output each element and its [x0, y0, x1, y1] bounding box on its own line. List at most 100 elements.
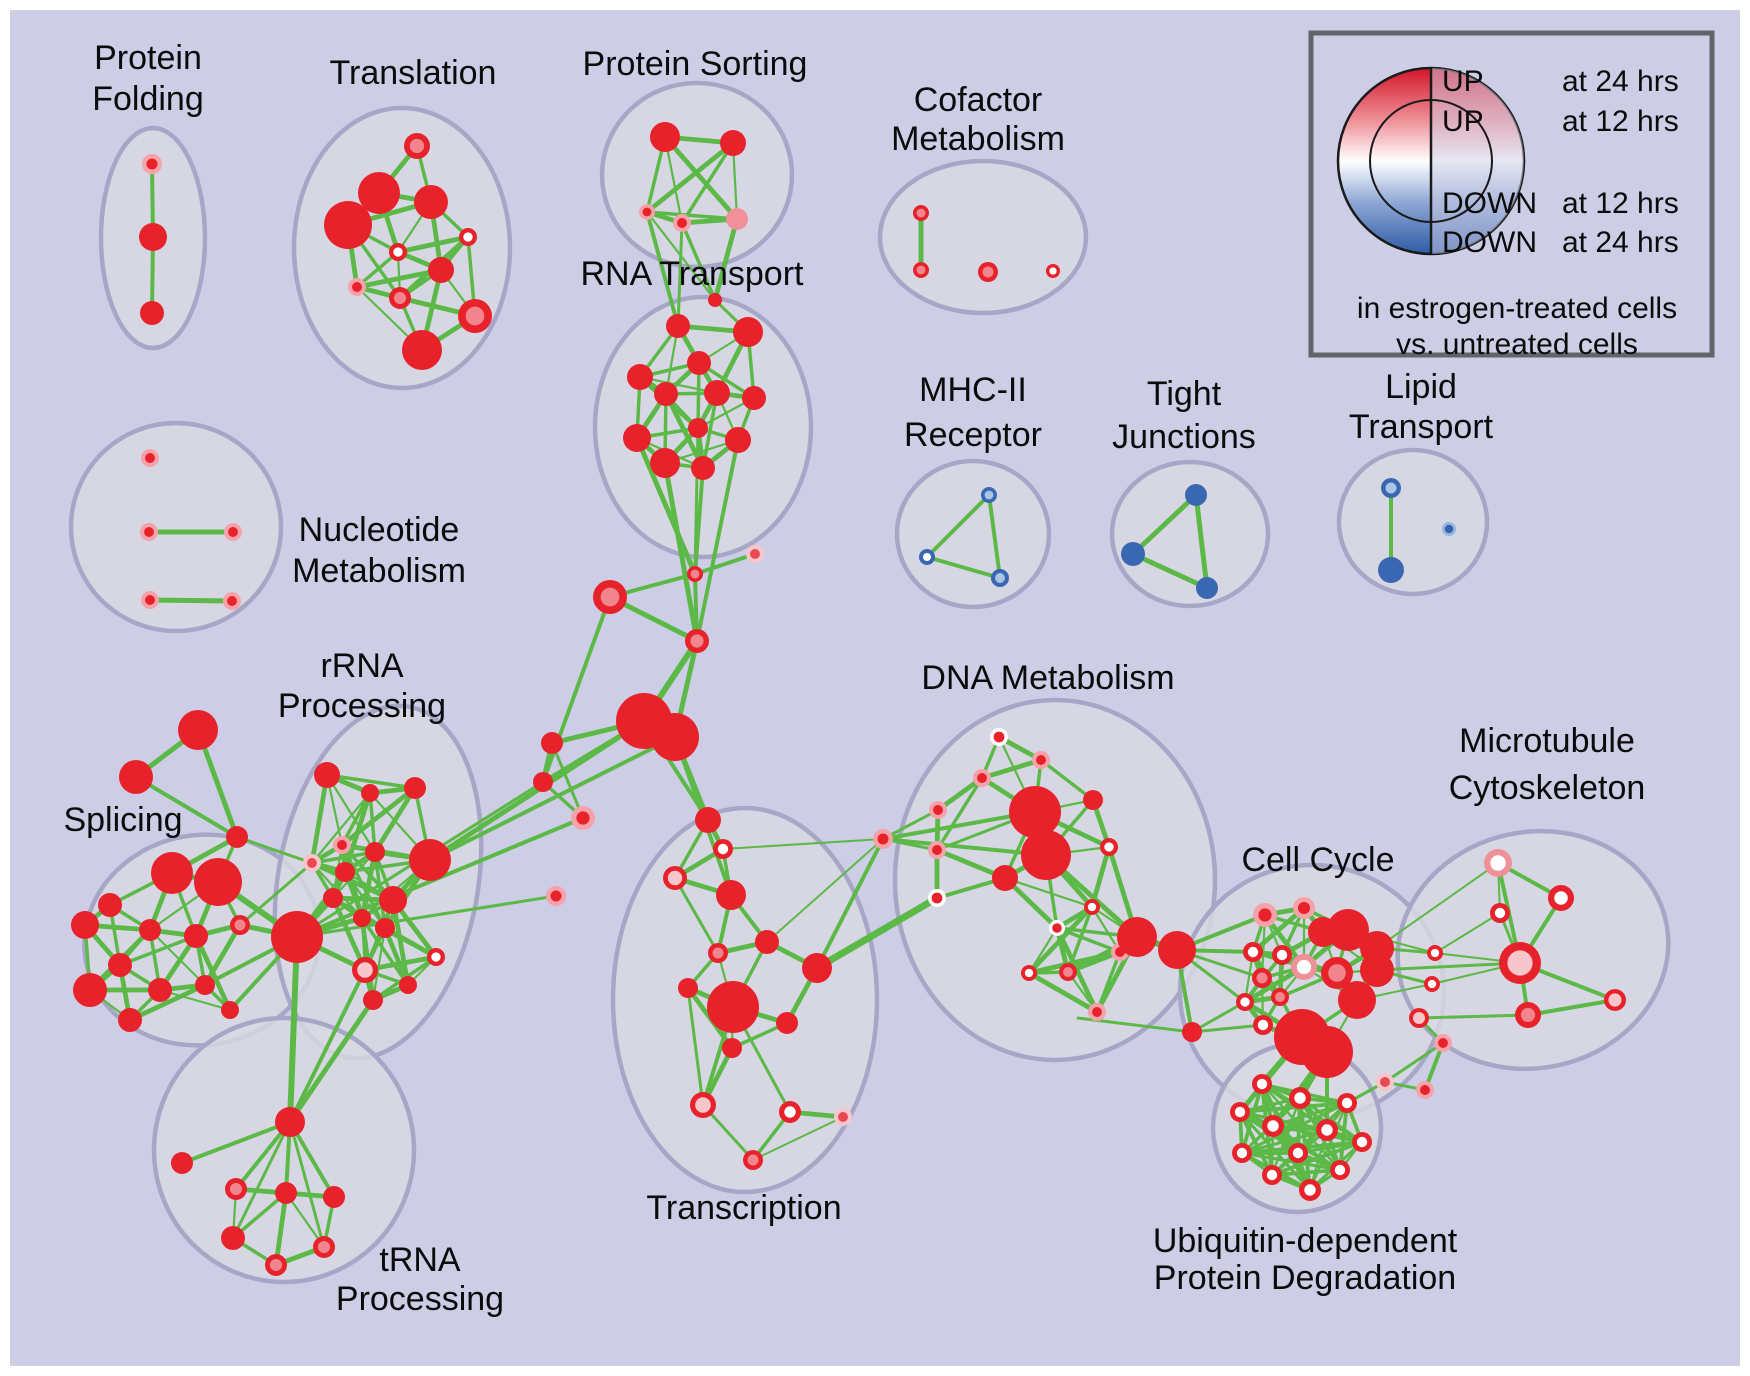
network-edge — [427, 718, 647, 863]
module-ellipse-trna-processing — [151, 1015, 417, 1285]
network-edge — [339, 785, 418, 848]
network-node-core — [145, 453, 155, 463]
network-edge — [382, 925, 411, 988]
network-node — [1327, 909, 1369, 951]
network-node-core — [993, 731, 1005, 743]
legend-note-line1: in estrogen-treated cells — [1357, 292, 1677, 325]
network-edge — [158, 988, 232, 1012]
network-node — [140, 301, 164, 325]
network-node-core — [1256, 1078, 1268, 1090]
network-node-core — [1049, 267, 1057, 275]
network-edge — [815, 837, 885, 970]
network-node-core — [145, 595, 155, 605]
network-node — [221, 1001, 239, 1019]
network-node — [335, 862, 355, 882]
network-node-core — [228, 527, 238, 537]
network-edge — [1383, 1041, 1445, 1084]
network-edge — [371, 926, 387, 1002]
network-node-core — [431, 952, 441, 962]
network-node — [108, 953, 132, 977]
network-node-core — [916, 208, 926, 218]
network-edge — [330, 895, 368, 973]
network-edge — [147, 597, 235, 604]
legend-down-24-time: at 24 hrs — [1562, 226, 1679, 259]
module-ellipse-dna-metabolism — [892, 697, 1218, 1063]
network-node — [194, 858, 242, 906]
network-edge — [645, 210, 680, 328]
legend-down-24-label: DOWN — [1442, 226, 1537, 259]
network-node — [139, 223, 167, 251]
network-node-core — [877, 833, 889, 845]
network-node — [541, 732, 563, 754]
network-node — [1360, 953, 1394, 987]
module-label-rrna-processing: rRNA — [320, 647, 403, 685]
module-label-protein-folding: Protein — [94, 39, 202, 77]
network-node — [707, 981, 759, 1033]
module-label-translation: Translation — [330, 54, 497, 92]
network-node-core — [1380, 1077, 1390, 1087]
network-node — [353, 909, 371, 927]
network-node-core — [932, 845, 942, 855]
network-node-core — [463, 232, 473, 242]
network-edge — [288, 968, 367, 1124]
network-node-core — [550, 890, 562, 902]
network-node-core — [227, 596, 237, 606]
network-edge — [1130, 492, 1199, 557]
network-edge — [287, 997, 376, 1125]
network-node — [151, 852, 193, 894]
module-label-tight-junctions: Junctions — [1112, 418, 1256, 456]
network-edge — [766, 838, 884, 943]
network-node-core — [146, 158, 158, 170]
network-node-core — [747, 1154, 759, 1166]
network-node — [687, 351, 711, 375]
network-node-core — [234, 919, 246, 931]
network-node-core — [600, 587, 620, 607]
network-node — [314, 762, 340, 788]
network-edge — [1193, 492, 1210, 591]
network-node — [375, 918, 395, 938]
network-edge — [325, 773, 417, 790]
network-edge — [662, 134, 740, 222]
network-node-core — [1490, 855, 1506, 871]
legend: UP at 24 hrs UP at 12 hrs DOWN at 12 hrs… — [1308, 30, 1715, 361]
network-node-core — [1444, 524, 1454, 534]
network-node — [221, 1226, 245, 1250]
network-edge — [1434, 912, 1501, 954]
network-edge — [180, 1120, 292, 1165]
module-label-ubiquitin-degradation: Protein Degradation — [1154, 1259, 1456, 1297]
module-label-nucleotide-metabolism: Nucleotide — [299, 511, 460, 549]
network-node-core — [923, 553, 931, 561]
network-node-core — [1334, 1164, 1346, 1176]
network-node-core — [1328, 964, 1346, 982]
network-edge — [695, 438, 740, 643]
network-edge — [309, 772, 330, 866]
network-node-core — [1321, 1124, 1333, 1136]
network-node — [650, 122, 680, 152]
legend-note-line2: vs. untreated cells — [1396, 328, 1638, 361]
network-node — [323, 888, 343, 908]
network-edge — [127, 982, 208, 1023]
network-node — [275, 1182, 297, 1204]
network-node-core — [317, 1240, 331, 1254]
network-node — [358, 172, 400, 214]
network-node-core — [1267, 1120, 1279, 1132]
network-node-core — [1257, 1019, 1269, 1031]
legend-down-12-time: at 12 hrs — [1562, 187, 1679, 220]
network-edge — [231, 1120, 292, 1240]
network-node-core — [916, 265, 926, 275]
network-node-core — [1024, 968, 1034, 978]
network-node-core — [352, 282, 362, 292]
module-label-splicing: Splicing — [63, 801, 182, 839]
module-label-transcription: Transcription — [646, 1189, 841, 1227]
network-node — [409, 839, 451, 881]
network-edge — [1296, 1140, 1364, 1155]
network-node-core — [690, 569, 700, 579]
network-edge — [118, 934, 198, 967]
network-node — [1021, 830, 1071, 880]
module-label-microtubule-cytoskeleton: Microtubule — [1459, 722, 1635, 760]
legend-box — [1308, 30, 1715, 358]
network-node — [226, 826, 248, 848]
module-label-nucleotide-metabolism: Metabolism — [292, 552, 466, 590]
network-edge — [935, 776, 984, 852]
network-edge — [373, 850, 387, 930]
